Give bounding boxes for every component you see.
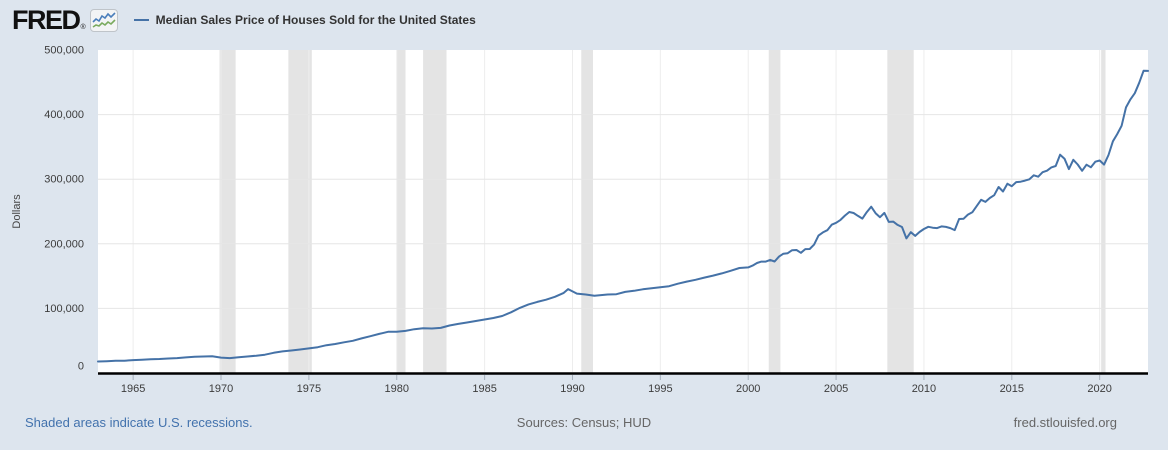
recession-band <box>581 50 593 373</box>
fred-logo[interactable]: FRED ® <box>12 4 118 35</box>
plot-area <box>98 50 1148 373</box>
x-tick-label: 1975 <box>297 383 321 395</box>
recession-band <box>423 50 447 373</box>
chart-footer: Sources: Census; HUD Shaded areas indica… <box>0 413 1168 433</box>
series-legend-swatch <box>133 19 149 21</box>
recession-band <box>288 50 312 373</box>
x-tick-label: 2005 <box>824 383 848 395</box>
recession-band <box>396 50 406 373</box>
y-tick-label: 500,000 <box>44 45 84 57</box>
y-tick-label: 400,000 <box>44 109 84 121</box>
data-series-line <box>97 69 1149 363</box>
registered-mark: ® <box>80 23 86 31</box>
x-tick-label: 2010 <box>912 383 936 395</box>
recession-note-link[interactable]: Shaded areas indicate U.S. recessions. <box>25 415 253 430</box>
recession-band <box>887 50 914 373</box>
x-tick-label: 2000 <box>736 383 760 395</box>
series-title: Median Sales Price of Houses Sold for th… <box>155 13 476 27</box>
y-tick-label: 100,000 <box>44 303 84 315</box>
x-tick-label: 1985 <box>472 383 496 395</box>
series-legend: Median Sales Price of Houses Sold for th… <box>133 13 476 27</box>
recession-band <box>1101 50 1106 373</box>
x-tick-label: 1995 <box>648 383 672 395</box>
sources-text: Sources: Census; HUD <box>516 415 652 430</box>
fred-logo-text: FRED <box>12 4 81 35</box>
chart-header: FRED ® Median Sales Price of Houses Sold… <box>0 0 1168 40</box>
recession-band <box>768 50 781 373</box>
fred-sparkline-icon <box>89 8 118 32</box>
x-tick-label: 2015 <box>1000 383 1024 395</box>
y-tick-label: 0 <box>78 361 84 373</box>
y-tick-label: 300,000 <box>44 174 84 186</box>
y-tick-label: 200,000 <box>44 238 84 250</box>
y-axis-title: Dollars <box>11 194 23 229</box>
x-tick-label: 1970 <box>209 383 233 395</box>
fred-site-link[interactable]: fred.stlouisfed.org <box>1013 415 1117 430</box>
x-tick-label: 1965 <box>121 383 145 395</box>
recession-band <box>219 50 236 373</box>
x-tick-label: 1980 <box>385 383 409 395</box>
x-tick-label: 2020 <box>1087 383 1111 395</box>
x-tick-label: 1990 <box>560 383 584 395</box>
